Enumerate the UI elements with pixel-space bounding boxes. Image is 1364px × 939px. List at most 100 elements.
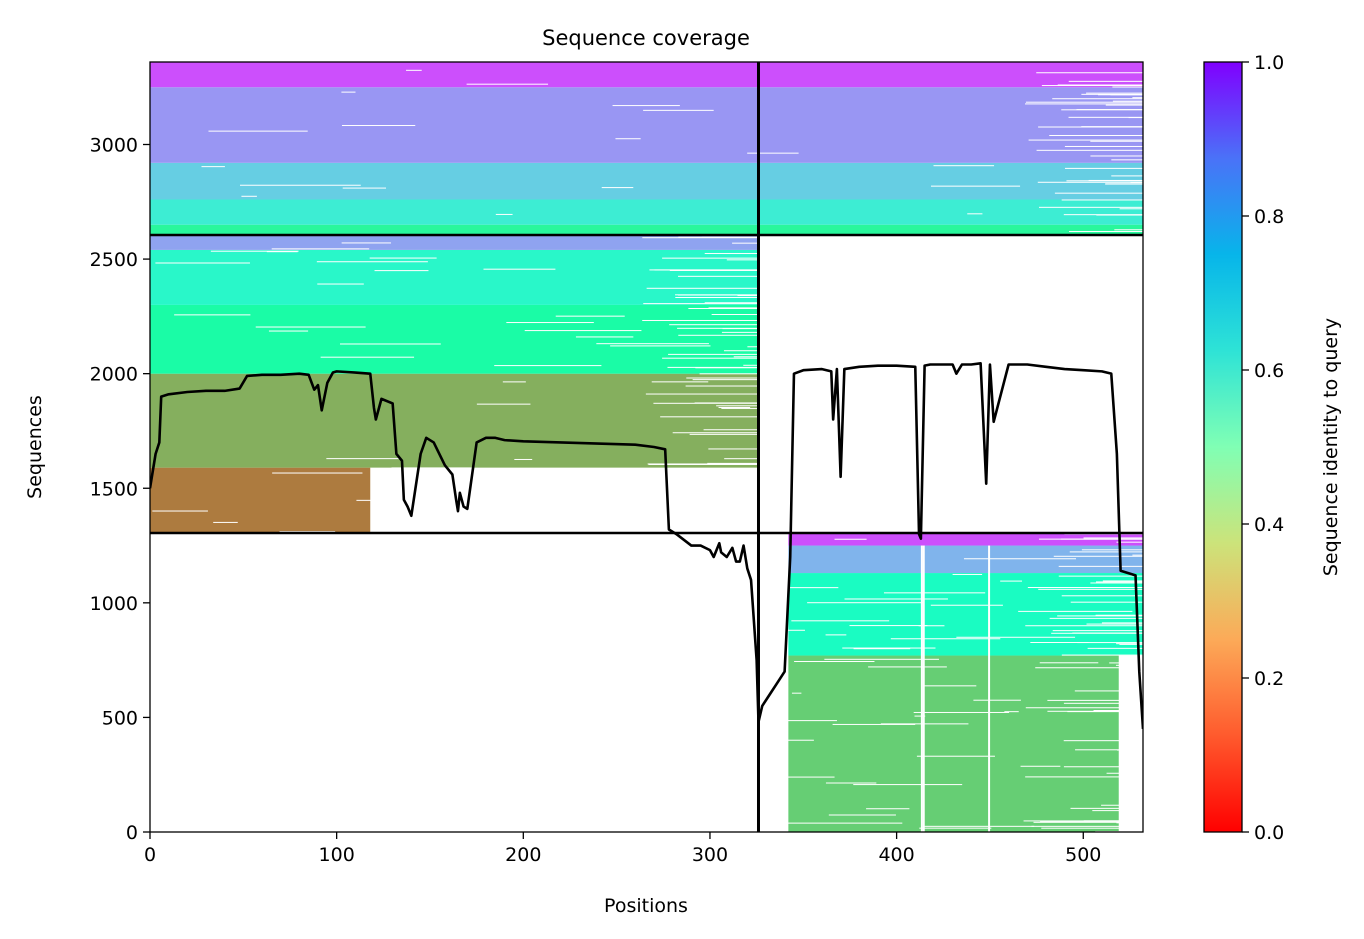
gap-streak [825, 782, 877, 784]
x-tick-label: 500 [1065, 844, 1101, 866]
gap-streak [773, 629, 805, 631]
gap-streak [743, 364, 759, 366]
gap-streak [1036, 72, 1143, 74]
y-tick-label: 1500 [90, 478, 138, 500]
gap-streak [916, 755, 995, 757]
gap-streak [342, 187, 387, 189]
gap-streak [647, 463, 759, 465]
y-tick-label: 2500 [90, 249, 138, 271]
heatmap-layer [150, 62, 1143, 832]
gap-streak [1114, 229, 1143, 231]
gap-streak [1052, 98, 1143, 100]
gap-streak [1112, 86, 1143, 88]
gap-streak [1036, 149, 1143, 151]
gap-streak [1000, 580, 1023, 582]
gap-streak [701, 236, 759, 238]
gap-streak [791, 692, 802, 694]
gap-streak [317, 283, 364, 285]
gap-streak [853, 784, 963, 786]
gap-streak [704, 253, 759, 255]
gap-streak [271, 248, 370, 250]
gap-column [920, 545, 923, 832]
gap-streak [1068, 80, 1143, 82]
gap-streak [1111, 175, 1143, 177]
y-tick-label: 3000 [90, 135, 138, 157]
gap-column [988, 545, 991, 832]
gap-streak [675, 297, 759, 298]
gap-streak [596, 343, 709, 345]
gap-streak [726, 259, 759, 261]
gap-streak [662, 357, 759, 359]
x-axis-ticks: 0 100 200 300 400 500 [144, 832, 1101, 866]
gap-streak [1086, 92, 1143, 94]
gap-streak [1041, 85, 1143, 87]
colorbar-tick-label: 0.8 [1254, 206, 1284, 228]
gap-streak [956, 636, 1076, 638]
gap-streak [747, 152, 799, 154]
gap-streak [1070, 601, 1143, 603]
gap-streak [1081, 549, 1143, 551]
gap-streak [844, 598, 948, 600]
gap-streak [707, 462, 759, 464]
gap-streak [849, 625, 928, 627]
colorbar-tick-label: 1.0 [1254, 52, 1284, 74]
identity-band [788, 655, 1119, 832]
gap-streak [1051, 632, 1143, 634]
gap-streak [669, 269, 759, 271]
gap-streak [765, 776, 835, 778]
identity-band [150, 373, 759, 468]
identity-band [150, 235, 759, 250]
colorbar-tick-label: 0.6 [1254, 360, 1284, 382]
gap-streak [1025, 625, 1143, 627]
gap-streak [1035, 667, 1143, 669]
gap-streak [1090, 140, 1143, 142]
gap-streak [672, 493, 759, 495]
gap-streak [691, 496, 759, 498]
gap-streak [255, 326, 366, 328]
gap-streak [1040, 820, 1143, 822]
gap-column [922, 545, 925, 832]
gap-streak [1119, 670, 1143, 672]
gap-streak [1063, 766, 1143, 768]
gap-streak [930, 604, 1003, 606]
gap-streak [736, 523, 759, 525]
gap-streak [724, 458, 759, 460]
identity-band [150, 62, 1143, 88]
x-axis-label: Positions [604, 895, 688, 917]
gap-streak [1039, 206, 1143, 208]
gap-streak [495, 213, 513, 215]
gap-streak [723, 350, 759, 352]
gap-streak [320, 356, 415, 358]
gap-streak [1058, 565, 1143, 567]
gap-streak [1057, 84, 1143, 86]
gap-streak [642, 319, 759, 321]
gap-streak [703, 429, 759, 431]
gap-streak [1067, 711, 1143, 713]
gap-streak [648, 463, 759, 465]
chart-title: Sequence coverage [542, 26, 750, 50]
gap-streak [715, 525, 759, 527]
gap-streak [688, 307, 759, 309]
gap-streak [575, 336, 634, 338]
gap-streak [787, 822, 903, 824]
gap-streak [1105, 104, 1143, 106]
gap-streak [1083, 537, 1143, 539]
gap-streak [601, 187, 634, 189]
gap-streak [615, 138, 641, 140]
gap-streak [828, 814, 896, 816]
x-tick-label: 300 [692, 844, 728, 866]
gap-streak [711, 314, 759, 315]
gap-streak [1064, 145, 1143, 147]
gap-streak [923, 685, 977, 687]
identity-band [150, 199, 1143, 225]
gap-streak [406, 69, 422, 71]
gap-streak [733, 356, 759, 358]
gap-streak [1068, 116, 1143, 118]
gap-streak [476, 403, 531, 405]
gap-streak [1064, 167, 1143, 169]
gap-streak [1116, 749, 1143, 751]
gap-streak [1025, 707, 1143, 709]
gap-streak [1061, 538, 1143, 540]
gap-streak [1052, 630, 1143, 632]
